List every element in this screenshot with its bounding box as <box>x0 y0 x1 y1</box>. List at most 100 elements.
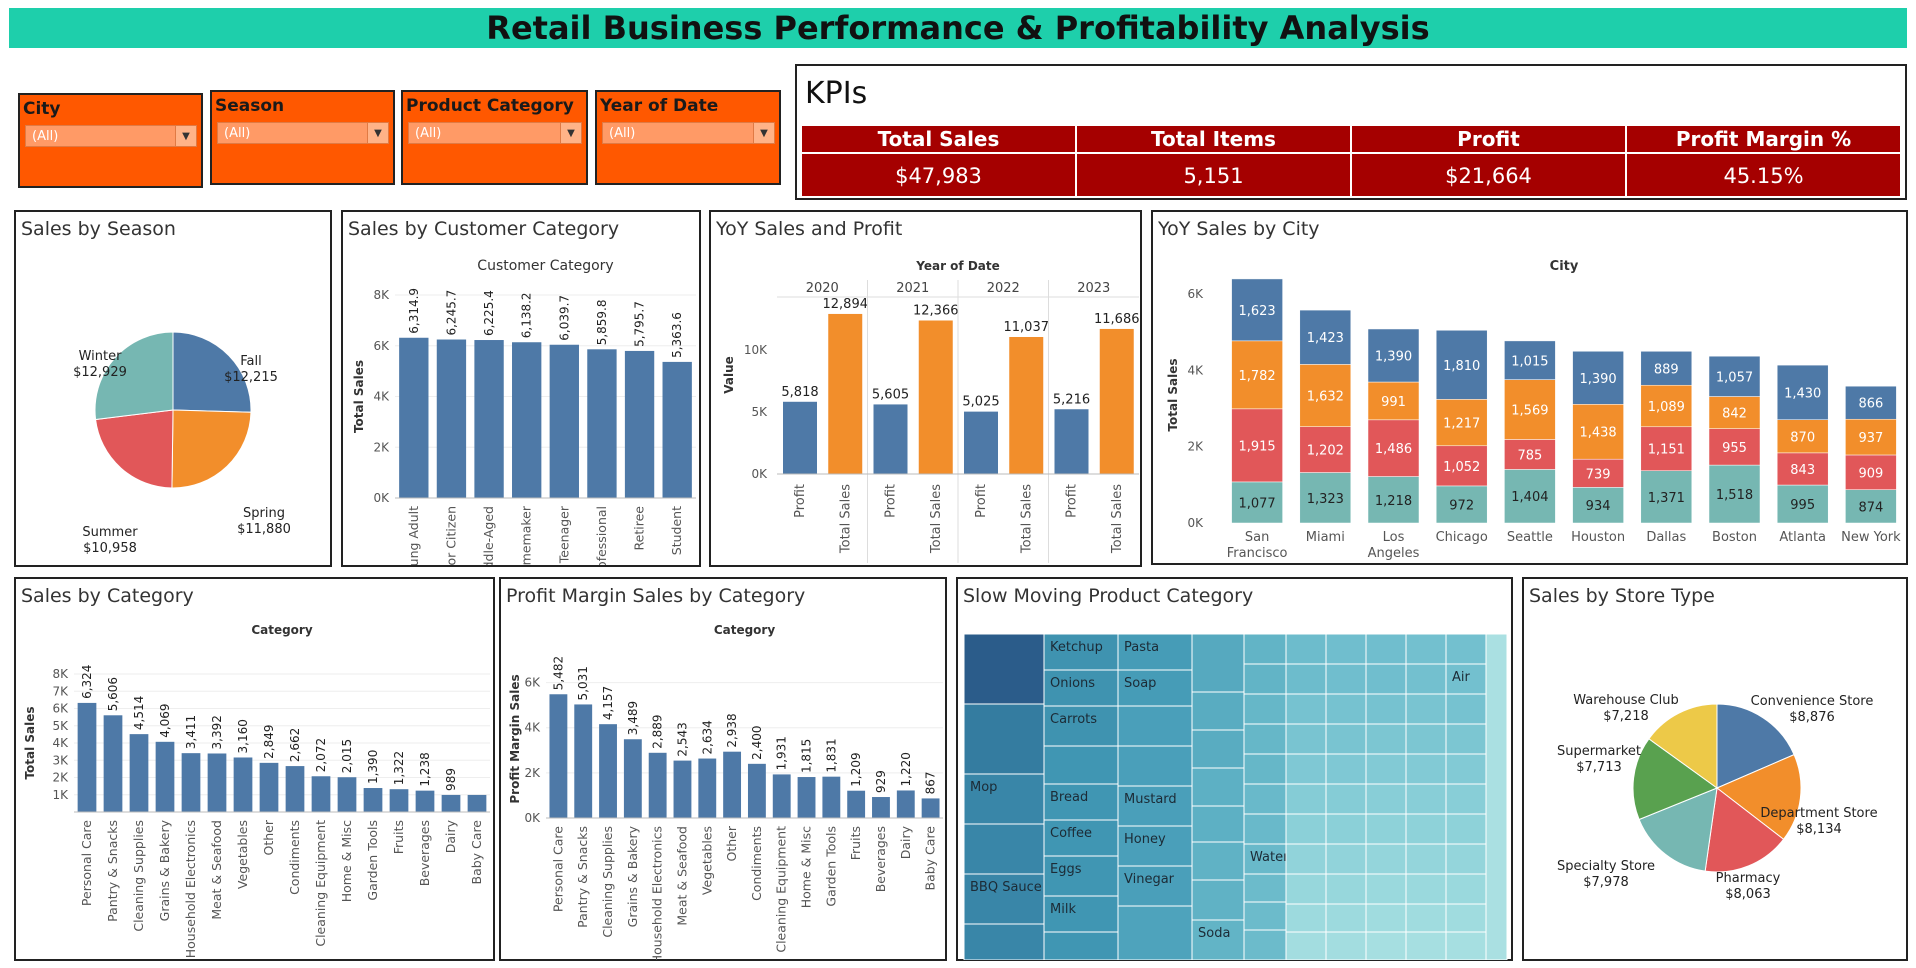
y-tick-label: 8K <box>373 288 390 302</box>
year-header: 2021 <box>896 281 929 296</box>
filter-city[interactable]: City (All) ▼ <box>18 93 203 188</box>
filter-year[interactable]: Year of Date (All) ▼ <box>595 90 781 185</box>
product-category-select[interactable]: (All) ▼ <box>408 122 582 144</box>
city-select-value: (All) <box>32 128 59 144</box>
y-tick-label: 5K <box>751 405 768 419</box>
bar-value-label: 867 <box>924 772 938 795</box>
year-header: 2023 <box>1077 281 1110 296</box>
chevron-down-icon[interactable]: ▼ <box>560 123 581 143</box>
treemap-cell <box>1043 855 1119 897</box>
bar <box>698 758 717 818</box>
treemap-cell <box>1243 753 1287 785</box>
treemap-cell <box>1285 633 1327 665</box>
bar-value-label: 3,392 <box>210 715 224 749</box>
x-tick-label: Teenager <box>556 505 571 564</box>
x-tick-label: Other <box>724 825 739 861</box>
treemap-cell <box>1243 929 1287 960</box>
segment-value-label: 995 <box>1790 498 1815 513</box>
x-tick-label: Angeles <box>1368 546 1420 561</box>
panel-sales-by-category: Sales by Category 1K 2K 3K 4K 5K 6K 7K 8K 6,324 P… <box>14 577 495 961</box>
x-tick-label: Boston <box>1712 530 1757 545</box>
x-tick-label: Baby Care <box>469 820 484 885</box>
treemap-cell <box>1117 705 1193 747</box>
treemap-cell <box>963 703 1045 775</box>
season-select[interactable]: (All) ▼ <box>217 122 389 144</box>
panel-title: Sales by Customer Category <box>348 218 620 240</box>
bar-value-label: 5,606 <box>106 677 120 711</box>
treemap-cell <box>1405 903 1447 933</box>
x-tick-label: Profit <box>793 484 808 518</box>
city-select[interactable]: (All) ▼ <box>25 125 197 147</box>
x-tick-label: Fruits <box>848 826 863 860</box>
treemap-cell <box>1325 753 1367 785</box>
bar <box>662 361 692 498</box>
panel-title: Sales by Category <box>21 585 194 607</box>
stacked-bar-segment <box>1572 487 1624 524</box>
treemap-label: Pasta <box>1124 640 1159 655</box>
treemap-cell <box>1325 813 1367 845</box>
x-tick-label: Dallas <box>1646 530 1686 545</box>
treemap-cell <box>1191 879 1245 921</box>
bar-value-label: 6,245.7 <box>444 290 458 336</box>
segment-value-label: 1,390 <box>1375 350 1412 365</box>
slice-label: Pharmacy <box>1716 871 1781 886</box>
treemap-cell <box>1445 753 1487 785</box>
slice-value: $7,978 <box>1583 875 1629 890</box>
treemap-label: Air <box>1452 670 1471 685</box>
bar <box>467 794 487 812</box>
year-select[interactable]: (All) ▼ <box>602 122 775 144</box>
treemap-cell <box>1405 693 1447 725</box>
filter-product-category-label: Product Category <box>406 96 574 116</box>
chevron-down-icon[interactable]: ▼ <box>175 126 196 146</box>
treemap-cell <box>1365 931 1407 960</box>
bar <box>549 694 568 818</box>
segment-value-label: 1,430 <box>1784 386 1821 401</box>
x-tick-label: Profit <box>974 484 989 518</box>
y-tick-label: 7K <box>52 684 69 698</box>
stacked-bar-segment <box>1299 426 1352 473</box>
stacked-bar-segment <box>1435 445 1488 487</box>
chevron-down-icon[interactable]: ▼ <box>753 123 774 143</box>
pie-slice <box>94 331 174 421</box>
treemap-cell <box>1325 931 1367 960</box>
x-tick-label: Home & Misc <box>799 826 814 908</box>
treemap-cell <box>1405 873 1447 905</box>
filter-season[interactable]: Season (All) ▼ <box>210 90 395 185</box>
panel-profit-margin-category: Profit Margin Sales by Category 0K 2K 4K 6K… <box>499 577 947 961</box>
slice-label: Warehouse Club <box>1573 693 1679 708</box>
stacked-bar-segment <box>1231 340 1283 410</box>
treemap-cell <box>1445 931 1487 960</box>
slice-value: $8,063 <box>1725 887 1771 902</box>
bar <box>828 313 863 474</box>
x-tick-label: Professional <box>594 506 609 565</box>
panel-sales-by-customer: Sales by Customer Category 0K 2K 4K 6K 8K 6,3… <box>341 210 701 567</box>
pie-slice <box>1648 703 1718 789</box>
bar-value-label: 12,366 <box>913 303 959 318</box>
chevron-down-icon[interactable]: ▼ <box>367 123 388 143</box>
stacked-bar-segment <box>1299 364 1352 427</box>
treemap-cell <box>1191 729 1245 769</box>
treemap-cell <box>1445 633 1487 665</box>
panel-title: Slow Moving Product Category <box>963 585 1254 607</box>
x-tick-label: Meat & Seafood <box>209 820 224 920</box>
y-axis-title: Total Sales <box>1166 358 1180 431</box>
pie-slice <box>1716 703 1795 789</box>
segment-value-label: 874 <box>1858 500 1883 515</box>
segment-value-label: 909 <box>1858 466 1883 481</box>
bar <box>103 715 123 812</box>
bar <box>415 790 435 812</box>
kpi-label: Profit Margin % <box>1627 126 1900 154</box>
bar <box>918 320 953 474</box>
x-axis-title: Year of Date <box>915 259 1000 273</box>
filter-product-category[interactable]: Product Category (All) ▼ <box>401 90 588 185</box>
treemap-cell <box>963 633 1045 705</box>
stacked-bar-segment <box>1299 472 1352 524</box>
y-tick-label: 10K <box>744 343 768 357</box>
treemap-cell <box>1405 633 1447 665</box>
treemap-cell <box>1191 841 1245 881</box>
treemap-label: Coffee <box>1050 826 1092 841</box>
treemap-label: Water <box>1250 850 1289 865</box>
panel-title: YoY Sales and Profit <box>716 218 903 240</box>
stacked-bar-segment <box>1231 481 1283 524</box>
pie-slice <box>1638 787 1718 872</box>
